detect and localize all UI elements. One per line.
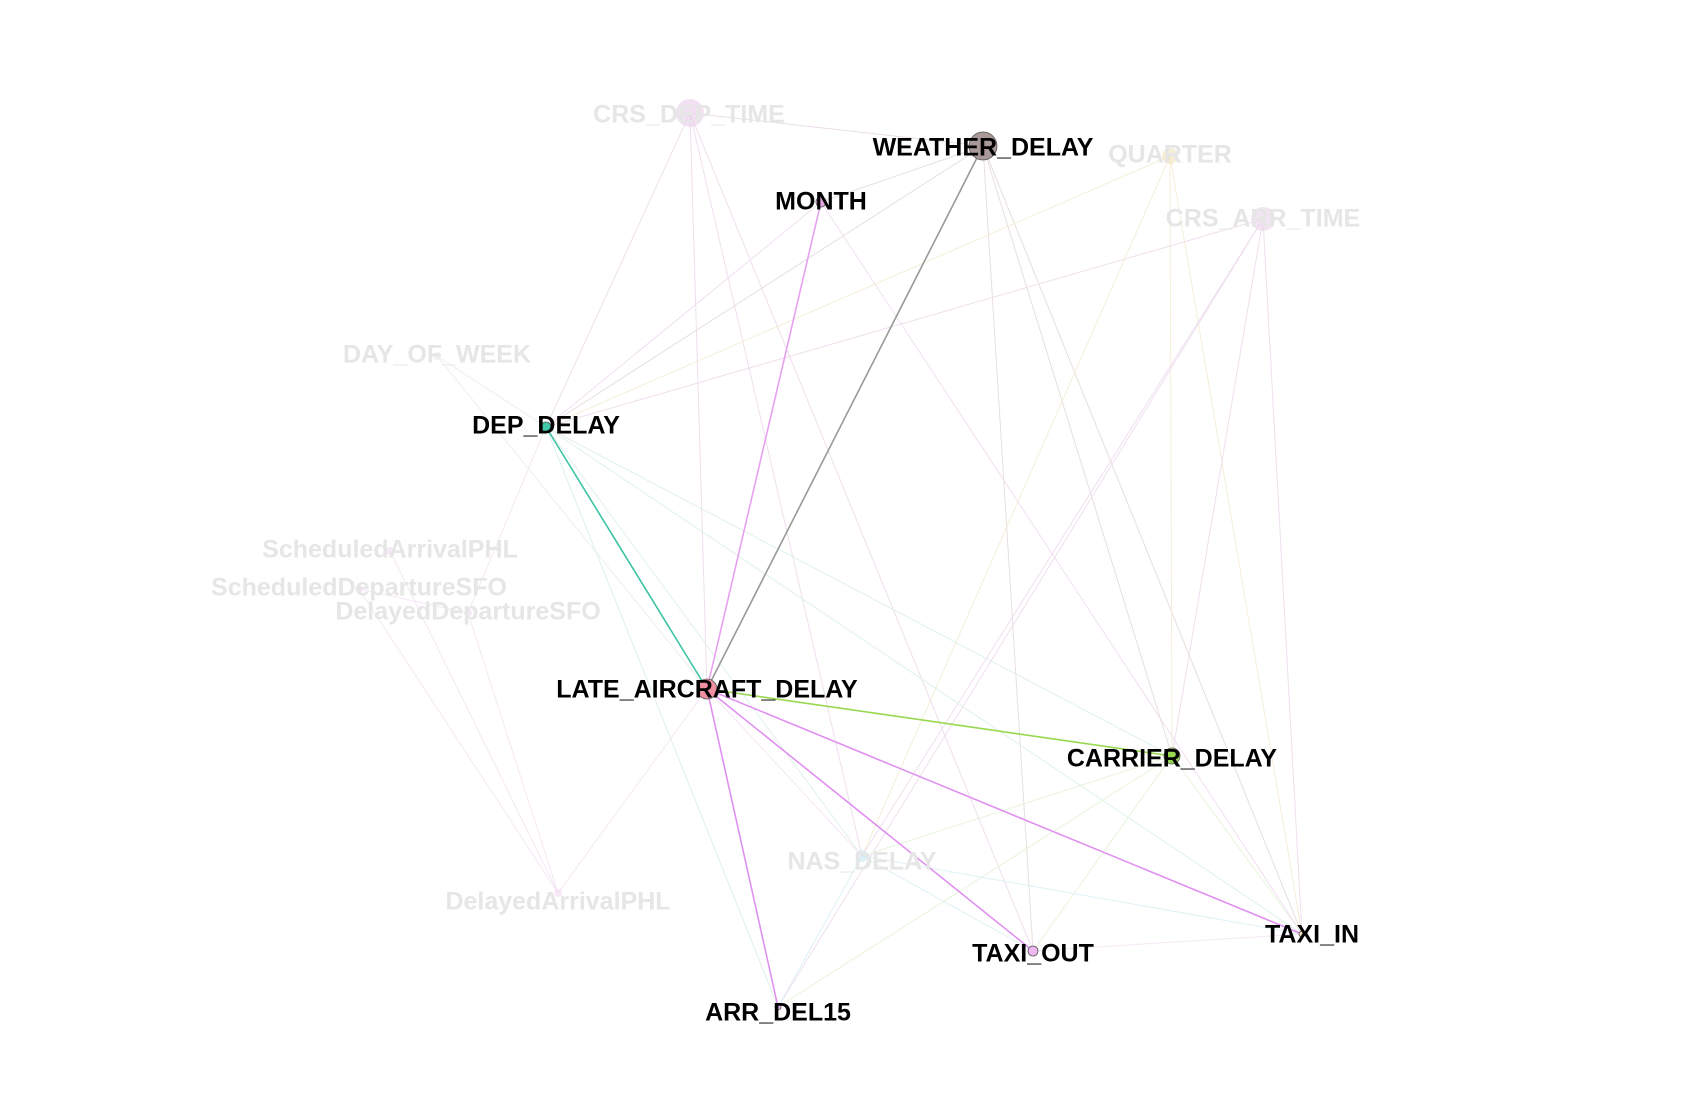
edge-month-to-taxi-in: [820, 201, 1303, 935]
node-crs-dep-time[interactable]: [676, 99, 704, 127]
edge-delayed-arrival-phl-to-late-aircraft-delay: [557, 688, 708, 894]
edge-carrier-delay-to-taxi-out: [1032, 755, 1173, 952]
edge-day-of-week-to-late-aircraft-delay: [436, 355, 708, 690]
edge-weather-delay-to-dep-delay: [545, 145, 984, 428]
nodes-layer: [355, 99, 1306, 1011]
edge-late-aircraft-delay-to-arr-del15: [706, 688, 779, 1008]
node-label-month: MONTH: [775, 188, 867, 216]
edge-carrier-delay-to-nas-delay: [861, 755, 1173, 857]
edge-weather-delay-to-taxi-out: [982, 145, 1034, 952]
edge-delayed-departure-sfo-to-dep-delay: [467, 426, 547, 614]
node-label-crs-arr-time: CRS_ARR_TIME: [1166, 205, 1360, 233]
node-label-taxi-in: TAXI_IN: [1265, 921, 1359, 949]
edge-crs-arr-time-to-carrier-delay: [1171, 218, 1264, 757]
edge-crs-dep-time-to-weather-delay: [689, 112, 984, 147]
edge-late-aircraft-delay-to-carrier-delay: [706, 688, 1173, 757]
edge-crs-arr-time-to-nas-delay: [861, 218, 1264, 857]
node-delayed-departure-sfo[interactable]: [464, 609, 472, 617]
edge-quarter-to-carrier-delay: [1169, 155, 1173, 757]
edge-quarter-to-nas-delay: [861, 155, 1171, 857]
labels-layer: CRS_DEP_TIME WEATHER_DELAY QUARTER CRS_ARR_…: [211, 101, 1360, 1027]
node-label-quarter: QUARTER: [1108, 141, 1232, 169]
edge-nas-delay-to-taxi-in: [861, 855, 1303, 935]
edge-crs-arr-time-to-arr-del15: [777, 218, 1264, 1008]
node-scheduled-departure-sfo[interactable]: [355, 585, 363, 593]
edge-quarter-to-dep-delay: [545, 155, 1171, 428]
edge-month-to-late-aircraft-delay: [706, 201, 822, 690]
node-scheduled-arrival-phl[interactable]: [386, 547, 394, 555]
node-weather-delay[interactable]: [968, 131, 998, 161]
edge-dep-delay-to-late-aircraft-delay: [545, 426, 708, 690]
node-label-delayed-departure-sfo: DelayedDepartureSFO: [335, 598, 600, 626]
node-label-weather-delay: WEATHER_DELAY: [873, 134, 1094, 162]
edge-taxi-out-to-taxi-in: [1032, 933, 1303, 952]
edge-weather-delay-to-carrier-delay: [982, 145, 1173, 757]
edge-weather-delay-to-late-aircraft-delay: [706, 145, 984, 690]
node-crs-arr-time[interactable]: [1251, 207, 1275, 231]
edge-late-aircraft-delay-to-taxi-out: [706, 688, 1034, 952]
edge-late-aircraft-delay-to-taxi-in: [706, 688, 1303, 935]
node-day-of-week[interactable]: [433, 352, 441, 360]
edge-day-of-week-to-dep-delay: [436, 355, 547, 428]
edge-quarter-to-taxi-in: [1169, 155, 1303, 935]
edge-dep-delay-to-nas-delay: [545, 426, 863, 857]
node-label-delayed-arrival-phl: DelayedArrivalPHL: [445, 888, 670, 916]
node-late-aircraft-delay[interactable]: [696, 678, 718, 700]
node-month[interactable]: [815, 196, 827, 208]
node-label-taxi-out: TAXI_OUT: [972, 940, 1094, 968]
node-label-arr-del15: ARR_DEL15: [705, 999, 851, 1027]
edge-late-aircraft-delay-to-nas-delay: [706, 688, 863, 857]
edge-nas-delay-to-taxi-out: [861, 855, 1034, 952]
node-nas-delay[interactable]: [856, 850, 868, 862]
node-taxi-out[interactable]: [1027, 945, 1039, 957]
edge-crs-arr-time-to-taxi-in: [1262, 218, 1303, 935]
node-dep-delay[interactable]: [540, 421, 552, 433]
edge-weather-delay-to-taxi-in: [982, 145, 1303, 935]
node-label-dep-delay: DEP_DELAY: [472, 412, 620, 440]
edge-delayed-departure-sfo-to-delayed-arrival-phl: [467, 612, 559, 894]
edge-scheduled-departure-sfo-to-delayed-arrival-phl: [358, 588, 559, 894]
edge-crs-dep-time-to-nas-delay: [689, 112, 863, 857]
node-arr-del15[interactable]: [774, 1003, 782, 1011]
edges-layer: [358, 112, 1303, 1008]
node-label-carrier-delay: CARRIER_DELAY: [1067, 745, 1278, 773]
edge-month-to-dep-delay: [545, 201, 822, 428]
edge-scheduled-arrival-phl-to-delayed-arrival-phl: [389, 550, 559, 894]
node-label-day-of-week: DAY_OF_WEEK: [343, 341, 531, 369]
edge-carrier-delay-to-taxi-in: [1171, 755, 1303, 935]
edge-dep-delay-to-arr-del15: [545, 426, 779, 1008]
edge-nas-delay-to-arr-del15: [777, 855, 863, 1008]
edge-crs-dep-time-to-dep-delay: [545, 112, 691, 428]
node-label-nas-delay: NAS_DELAY: [787, 848, 936, 876]
node-taxi-in[interactable]: [1298, 930, 1306, 938]
node-quarter[interactable]: [1162, 148, 1178, 164]
edge-crs-arr-time-to-dep-delay: [545, 218, 1264, 428]
node-label-crs-dep-time: CRS_DEP_TIME: [593, 101, 785, 129]
node-label-late-aircraft-delay: LATE_AIRCRAFT_DELAY: [556, 676, 858, 704]
edge-crs-dep-time-to-taxi-out: [689, 112, 1034, 952]
edge-weather-delay-to-month: [820, 145, 984, 203]
node-label-scheduled-arrival-phl: ScheduledArrivalPHL: [262, 536, 518, 564]
node-delayed-arrival-phl[interactable]: [554, 889, 562, 897]
edge-crs-dep-time-to-late-aircraft-delay: [689, 112, 708, 690]
edge-dep-delay-to-carrier-delay: [545, 426, 1173, 757]
edge-carrier-delay-to-arr-del15: [777, 755, 1173, 1008]
edge-dep-delay-to-taxi-in: [545, 426, 1303, 935]
edge-scheduled-departure-sfo-to-delayed-departure-sfo: [358, 588, 469, 614]
node-carrier-delay[interactable]: [1163, 747, 1181, 765]
node-label-scheduled-departure-sfo: ScheduledDepartureSFO: [211, 574, 507, 602]
